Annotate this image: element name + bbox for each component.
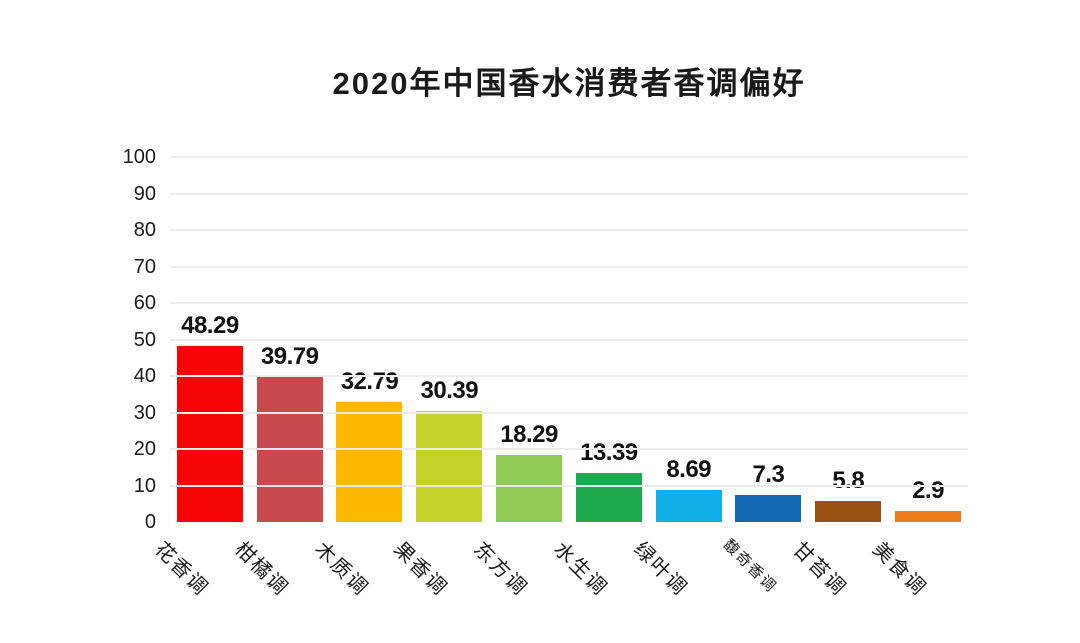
bar-value-label: 32.79 bbox=[340, 368, 399, 396]
bar-value-label: 18.29 bbox=[500, 421, 558, 449]
y-tick-label: 20 bbox=[133, 438, 156, 460]
bar-value-label: 5.8 bbox=[832, 466, 865, 494]
gridline bbox=[170, 448, 968, 450]
bar-slot: 2.9 美食调 bbox=[868, 157, 968, 600]
y-tick-label: 40 bbox=[133, 365, 156, 387]
bar-value-label: 48.29 bbox=[181, 311, 239, 339]
gridline bbox=[170, 192, 968, 195]
x-category-label: 木质调 bbox=[309, 538, 372, 601]
bar-slot: 8.69 绿叶调 bbox=[629, 157, 729, 600]
x-category-label: 甘苔调 bbox=[788, 538, 851, 601]
gridline bbox=[170, 302, 968, 304]
bar-value-label: 8.69 bbox=[666, 456, 712, 484]
bar-value-label: 13.39 bbox=[580, 439, 638, 467]
bar bbox=[815, 500, 882, 522]
bar-series: 48.29 花香调 39.79 柑橘调 32.79 木质调 30.39 果香调 18.29 东方调… bbox=[150, 157, 968, 600]
plot-area: 48.29 花香调 39.79 柑橘调 32.79 木质调 30.39 果香调 18.29 东方调… bbox=[123, 146, 968, 600]
bar-slot: 13.39 水生调 bbox=[549, 157, 649, 600]
y-tick-label: 70 bbox=[133, 255, 156, 278]
bar-slot: 7.3 馥奇香调 bbox=[720, 157, 809, 596]
gridline bbox=[170, 338, 968, 341]
y-tick-label: 10 bbox=[133, 474, 156, 497]
gridline bbox=[170, 411, 968, 414]
bar bbox=[575, 473, 642, 522]
bar bbox=[496, 455, 563, 522]
bar bbox=[336, 402, 403, 522]
bar bbox=[735, 495, 802, 522]
y-tick-label: 100 bbox=[122, 146, 156, 168]
bar-value-label: 39.79 bbox=[260, 342, 319, 370]
bar-value-label: 2.9 bbox=[912, 477, 944, 505]
bar-slot: 30.39 果香调 bbox=[389, 157, 489, 600]
x-category-label: 果香调 bbox=[389, 538, 452, 601]
bar-slot: 32.79 木质调 bbox=[310, 157, 410, 600]
x-category-label: 花香调 bbox=[150, 538, 213, 601]
y-tick-label: 60 bbox=[133, 292, 156, 314]
bar bbox=[416, 411, 483, 522]
gridline bbox=[170, 375, 968, 377]
y-tick-label: 30 bbox=[133, 401, 156, 424]
x-category-label: 美食调 bbox=[868, 538, 931, 601]
x-category-label: 柑橘调 bbox=[229, 538, 293, 601]
bar-value-label: 30.39 bbox=[420, 377, 479, 405]
bar-value-label: 7.3 bbox=[752, 461, 785, 489]
gridline bbox=[170, 484, 968, 487]
bar bbox=[655, 490, 722, 522]
x-category-label: 绿叶调 bbox=[628, 538, 692, 601]
y-tick-label: 0 bbox=[144, 511, 156, 533]
x-category-label: 水生调 bbox=[549, 538, 612, 601]
y-tick-label: 80 bbox=[133, 219, 156, 241]
y-tick-label: 90 bbox=[133, 182, 156, 205]
bar-slot: 18.29 东方调 bbox=[469, 157, 569, 600]
bar bbox=[176, 345, 243, 522]
x-category-label: 东方调 bbox=[469, 538, 532, 601]
gridline bbox=[170, 229, 968, 231]
chart-title: 2020年中国香水消费者香调偏好 bbox=[332, 66, 806, 101]
gridline bbox=[170, 156, 968, 158]
gridline bbox=[170, 265, 968, 268]
bar bbox=[895, 511, 962, 522]
x-category-label: 馥奇香调 bbox=[720, 536, 781, 597]
bar-slot: 5.8 甘苔调 bbox=[788, 157, 888, 600]
y-tick-label: 50 bbox=[133, 328, 156, 351]
